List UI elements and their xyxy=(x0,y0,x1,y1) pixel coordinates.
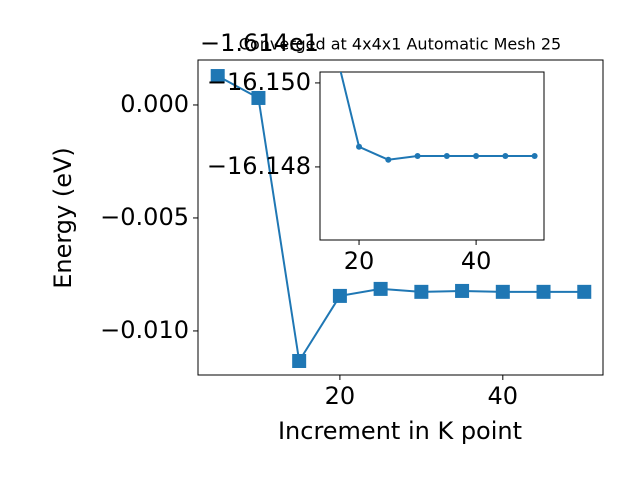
x-axis-label: Increment in K point xyxy=(278,417,522,445)
chart-title: Converged at 4x4x1 Automatic Mesh 25 xyxy=(239,35,561,54)
plot-content xyxy=(339,72,538,163)
marker xyxy=(536,284,551,299)
x-tick-label: 40 xyxy=(461,247,492,275)
y-tick-label: −0.005 xyxy=(100,203,189,231)
plot-content xyxy=(210,69,592,368)
marker xyxy=(502,153,509,159)
series-line xyxy=(217,75,585,364)
marker xyxy=(455,283,470,298)
marker xyxy=(373,281,388,296)
marker xyxy=(356,143,363,150)
marker xyxy=(443,153,450,159)
x-tick-label: 20 xyxy=(344,247,375,275)
y-tick-label: −16.148 xyxy=(207,152,311,180)
x-tick-label: 40 xyxy=(488,382,519,410)
marker xyxy=(414,284,429,299)
marker xyxy=(473,153,480,159)
series-line xyxy=(339,72,535,161)
y-axis-label: Energy (eV) xyxy=(49,147,77,289)
marker xyxy=(332,288,347,303)
marker xyxy=(251,90,266,105)
marker xyxy=(577,284,592,299)
y-offset-label: −1.614e1 xyxy=(200,29,319,57)
marker xyxy=(385,156,392,163)
y-tick-label: −0.010 xyxy=(100,316,189,344)
y-tick-label: 0.000 xyxy=(120,90,189,118)
marker xyxy=(292,353,307,368)
marker xyxy=(210,69,225,84)
x-tick-label: 20 xyxy=(325,382,356,410)
y-tick-label: −16.150 xyxy=(207,68,311,96)
marker xyxy=(414,153,421,159)
marker xyxy=(531,153,538,159)
marker xyxy=(495,284,510,299)
